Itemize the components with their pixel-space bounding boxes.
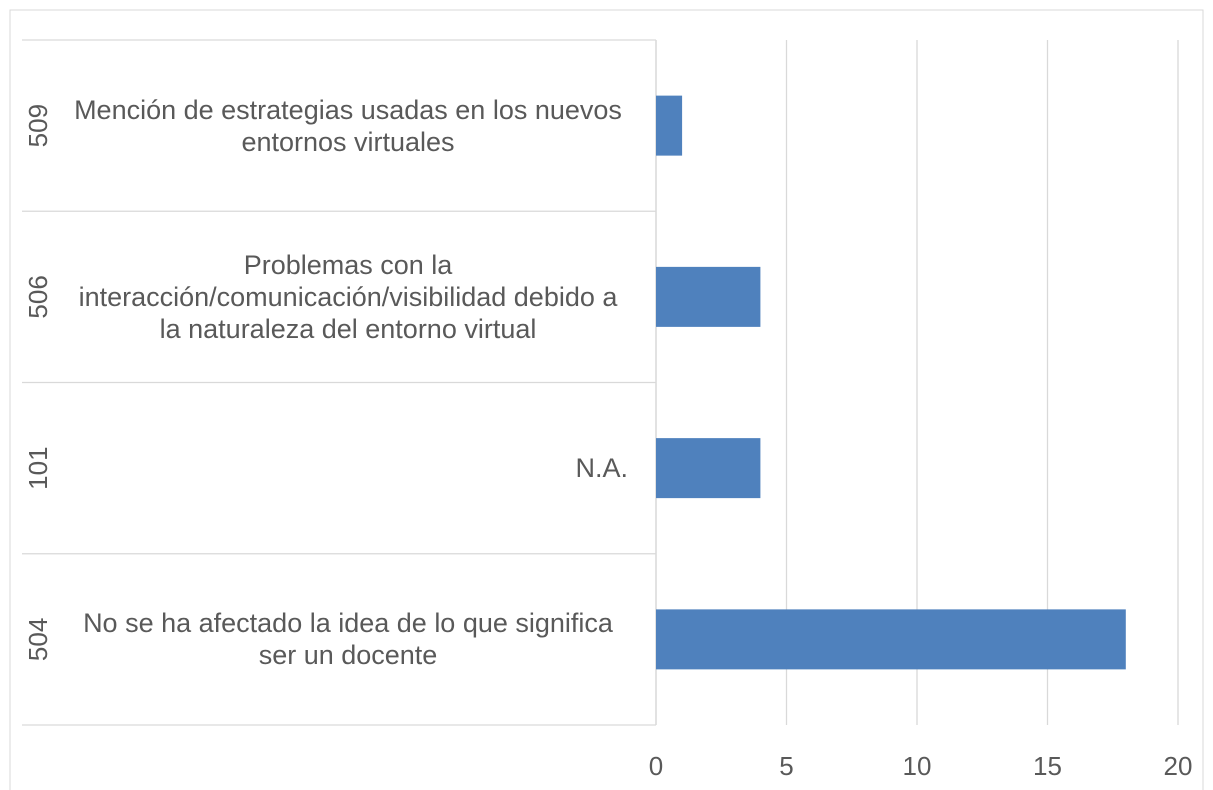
category-label: Mención de estrategias usadas en los nue… [74,94,622,157]
category-label: N.A. [575,453,628,484]
group-label: 506 [23,275,53,318]
category-label-box: Problemas con la interacción/comunicació… [68,211,628,382]
group-label: 504 [23,618,53,661]
x-tick-label: 15 [1033,751,1062,781]
group-label: 101 [23,446,53,489]
bar [656,95,683,156]
x-tick-label: 5 [779,751,793,781]
x-tick-label: 0 [649,751,663,781]
category-label: No se ha afectado la idea de lo que sign… [83,608,613,671]
x-tick-label: 20 [1164,751,1193,781]
group-label: 509 [23,104,53,147]
x-tick-label: 10 [903,751,932,781]
category-label-box: N.A. [68,383,628,554]
category-label: Problemas con la interacción/comunicació… [78,249,618,344]
bar [656,609,1126,670]
category-label-box: Mención de estrategias usadas en los nue… [68,40,628,211]
category-label-box: No se ha afectado la idea de lo que sign… [68,554,628,725]
bar [656,438,761,499]
bar [656,266,761,327]
chart-border [9,9,1204,790]
